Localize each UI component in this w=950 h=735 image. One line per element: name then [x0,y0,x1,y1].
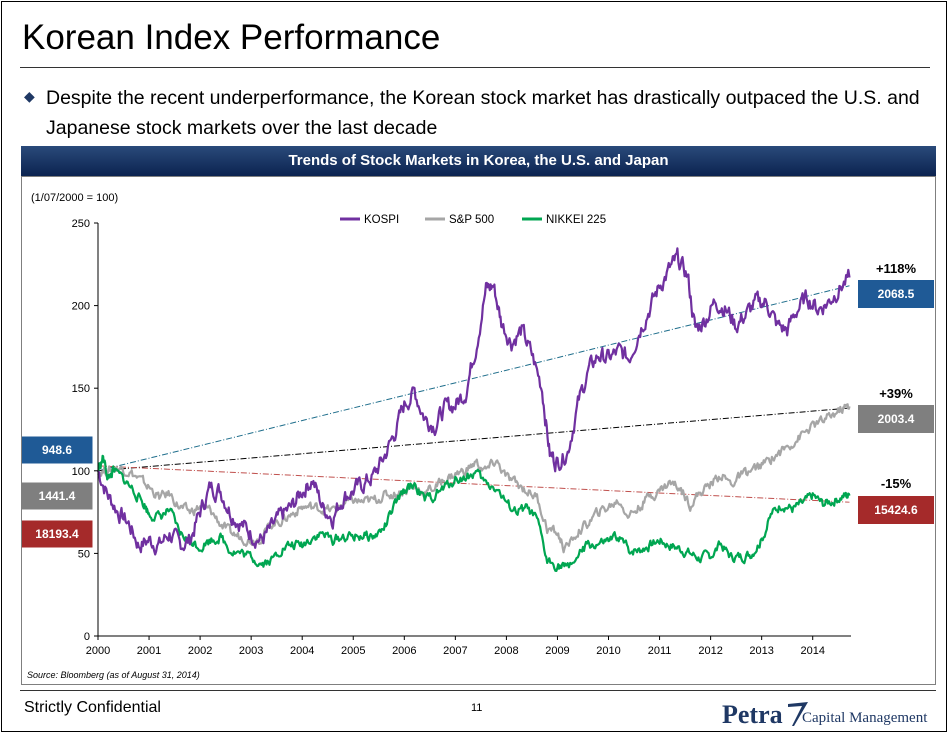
start-value-box-sp500 [20,481,94,511]
logo-slash-icon [788,702,808,726]
legend-label: S&P 500 [449,214,494,226]
x-tick-label: 2007 [443,645,467,657]
x-tick-label: 2013 [749,645,773,657]
x-tick-label: 2014 [800,645,824,657]
x-tick-label: 2003 [239,645,263,657]
start-value-box-nikkei [20,519,94,549]
chart-axes: 0 50 100 150 200 250 2000 2001 2002 2003 2004 2005 2… [72,218,851,657]
y-tick-label: 50 [78,548,90,560]
logo-wordmark: Petra [722,700,783,729]
value-labels: 948.6 2068.5 +118% 1441.4 2003.4 +39% 18193.4 1… [20,261,934,549]
diamond-bullet-icon: ◆ [24,88,35,104]
trendline [97,465,850,503]
title-divider [20,67,930,68]
end-value-kospi: 2068.5 [878,287,915,301]
end-value-box-nikkei [858,496,934,524]
end-value-nikkei: 15424.6 [874,503,918,517]
logo-subtitle: Capital Management [802,710,928,726]
series-line-s-p-500 [97,403,851,554]
legend-label: KOSPI [364,214,399,226]
footer-divider [20,690,936,691]
start-value-nikkei: 18193.4 [35,527,79,541]
x-tick-label: 2009 [545,645,569,657]
start-value-sp500: 1441.4 [39,489,76,503]
change-label-kospi: +118% [876,261,917,276]
x-tick-label: 2001 [137,645,161,657]
y-tick-label: 0 [84,631,90,643]
y-tick-label: 150 [72,383,90,395]
start-value-kospi: 948.6 [42,443,72,457]
page-number: 11 [471,702,483,714]
chart-container: (1/07/2000 = 100) KOSPI S&P 500 NIKKEI 225… [20,176,936,685]
legend-label: NIKKEI 225 [546,214,606,226]
end-value-box-sp500 [858,405,934,433]
y-tick-label: 250 [72,218,90,230]
chart-legend: KOSPI S&P 500 NIKKEI 225 [340,214,606,226]
end-value-sp500: 2003.4 [878,412,915,426]
y-axis-label: (1/07/2000 = 100) [31,192,118,204]
x-tick-label: 2011 [648,645,672,657]
chart-source: Source: Bloomberg (as of August 31, 2014… [27,670,200,680]
x-tick-label: 2005 [341,645,365,657]
x-tick-label: 2008 [494,645,518,657]
x-tick-label: 2012 [698,645,722,657]
trendlines [97,285,850,503]
trendline [97,285,850,472]
y-tick-label: 100 [72,466,90,478]
change-label-nikkei: -15% [881,476,912,491]
trendline [97,407,850,472]
bullet-text: Despite the recent underperformance, the… [46,87,920,139]
start-value-box-kospi [20,435,94,465]
x-tick-label: 2004 [290,645,314,657]
series-line-nikkei-225 [97,454,851,572]
x-tick-label: 2010 [596,645,620,657]
chart-banner: Trends of Stock Markets in Korea, the U.… [21,146,936,176]
page-title: Korean Index Performance [22,18,441,57]
x-tick-label: 2006 [392,645,416,657]
line-chart: (1/07/2000 = 100) KOSPI S&P 500 NIKKEI 225… [20,192,934,680]
change-label-sp500: +39% [879,386,913,401]
confidential-label: Strictly Confidential [24,699,161,716]
series-line-kospi [97,247,851,556]
x-tick-label: 2002 [188,645,212,657]
series-lines [97,247,851,572]
x-tick-label: 2000 [86,645,110,657]
end-value-box-kospi [858,280,934,308]
y-tick-label: 200 [72,301,90,313]
